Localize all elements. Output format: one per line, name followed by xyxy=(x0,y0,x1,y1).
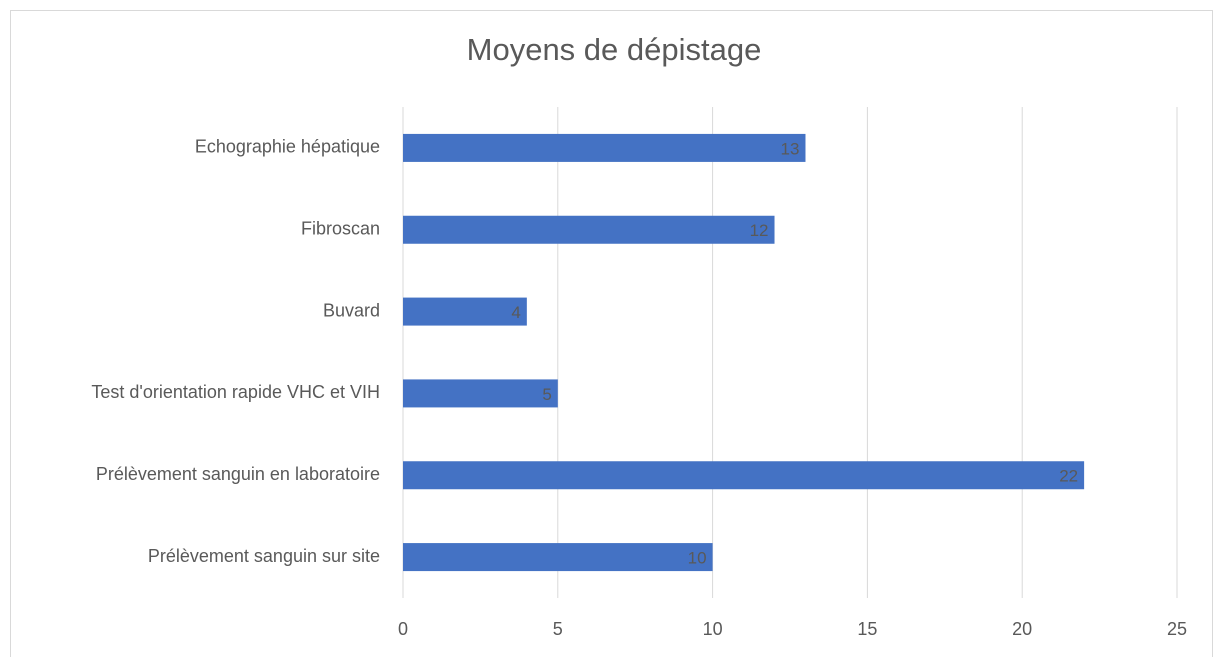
bar xyxy=(403,379,558,408)
x-tick-label: 25 xyxy=(1167,619,1187,639)
data-label: 5 xyxy=(542,385,551,404)
bar xyxy=(403,461,1085,490)
data-label: 13 xyxy=(781,139,800,158)
y-tick-label: Buvard xyxy=(323,300,380,320)
data-label: 4 xyxy=(511,303,520,322)
x-tick-label: 15 xyxy=(857,619,877,639)
data-label: 12 xyxy=(750,221,769,240)
bar xyxy=(403,133,806,162)
x-tick-label: 5 xyxy=(553,619,563,639)
data-label: 22 xyxy=(1059,467,1078,486)
x-tick-label: 20 xyxy=(1012,619,1032,639)
y-tick-label: Prélèvement sanguin en laboratoire xyxy=(96,464,380,484)
x-tick-label: 0 xyxy=(398,619,408,639)
bar xyxy=(403,215,775,244)
y-tick-label: Test d'orientation rapide VHC et VIH xyxy=(91,382,380,402)
chart-title: Moyens de dépistage xyxy=(467,32,762,67)
y-tick-label: Fibroscan xyxy=(301,219,380,239)
x-tick-label: 10 xyxy=(703,619,723,639)
bar xyxy=(403,543,713,572)
data-label: 10 xyxy=(688,549,707,568)
y-tick-label: Prélèvement sanguin sur site xyxy=(148,546,380,566)
y-tick-label: Echographie hépatique xyxy=(195,137,380,157)
bar xyxy=(403,297,527,326)
